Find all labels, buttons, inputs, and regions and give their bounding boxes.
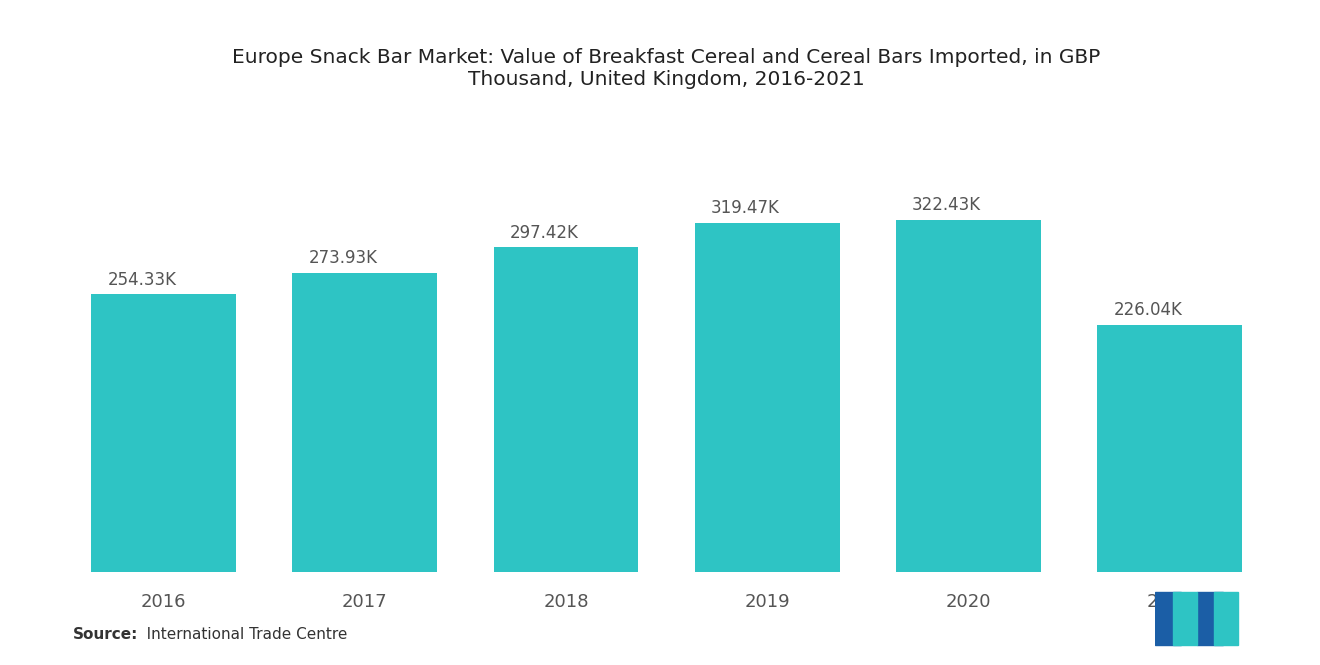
Text: 322.43K: 322.43K (912, 196, 981, 214)
Text: 254.33K: 254.33K (107, 271, 177, 289)
Text: 319.47K: 319.47K (711, 200, 780, 217)
Text: 226.04K: 226.04K (1114, 301, 1183, 319)
Text: Source:: Source: (73, 626, 139, 642)
Bar (91, 294, 236, 572)
Bar (292, 273, 437, 572)
Bar (494, 247, 639, 572)
Text: 297.42K: 297.42K (510, 223, 578, 241)
Text: International Trade Centre: International Trade Centre (132, 626, 347, 642)
Bar (896, 219, 1041, 572)
Polygon shape (1155, 592, 1181, 645)
Bar (694, 223, 840, 572)
Polygon shape (1196, 592, 1222, 645)
Text: 273.93K: 273.93K (309, 249, 378, 267)
Bar (1097, 325, 1242, 572)
Polygon shape (1214, 592, 1238, 645)
Polygon shape (1172, 592, 1196, 645)
Title: Europe Snack Bar Market: Value of Breakfast Cereal and Cereal Bars Imported, in : Europe Snack Bar Market: Value of Breakf… (232, 49, 1101, 89)
